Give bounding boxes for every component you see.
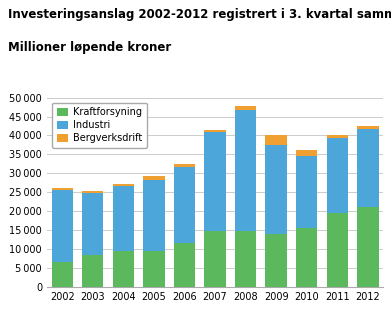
Bar <box>326 135 348 138</box>
Text: Millioner løpende kroner: Millioner løpende kroner <box>8 41 171 54</box>
Bar <box>265 145 287 234</box>
Bar <box>113 186 134 251</box>
Bar <box>204 132 226 231</box>
Bar <box>82 255 104 287</box>
Bar <box>174 164 195 167</box>
Bar <box>174 243 195 287</box>
Bar <box>235 231 256 287</box>
Bar <box>82 192 104 193</box>
Bar <box>52 188 73 190</box>
Bar <box>326 213 348 287</box>
Bar <box>143 251 165 287</box>
Bar <box>52 262 73 287</box>
Bar <box>204 231 226 287</box>
Bar <box>265 135 287 145</box>
Bar <box>296 156 317 228</box>
Bar <box>143 176 165 180</box>
Text: Investeringsanslag 2002-2012 registrert i 3. kvartal samme år.: Investeringsanslag 2002-2012 registrert … <box>8 6 391 21</box>
Bar <box>357 129 378 207</box>
Bar <box>265 234 287 287</box>
Bar <box>296 228 317 287</box>
Bar <box>235 106 256 110</box>
Bar <box>357 207 378 287</box>
Bar <box>113 251 134 287</box>
Bar <box>235 110 256 231</box>
Bar <box>143 180 165 251</box>
Bar <box>296 150 317 156</box>
Bar <box>326 138 348 213</box>
Bar <box>82 193 104 255</box>
Bar <box>52 190 73 262</box>
Bar <box>357 126 378 129</box>
Bar <box>204 130 226 132</box>
Bar <box>174 167 195 243</box>
Legend: Kraftforsyning, Industri, Bergverksdrift: Kraftforsyning, Industri, Bergverksdrift <box>52 102 147 148</box>
Bar <box>113 184 134 186</box>
